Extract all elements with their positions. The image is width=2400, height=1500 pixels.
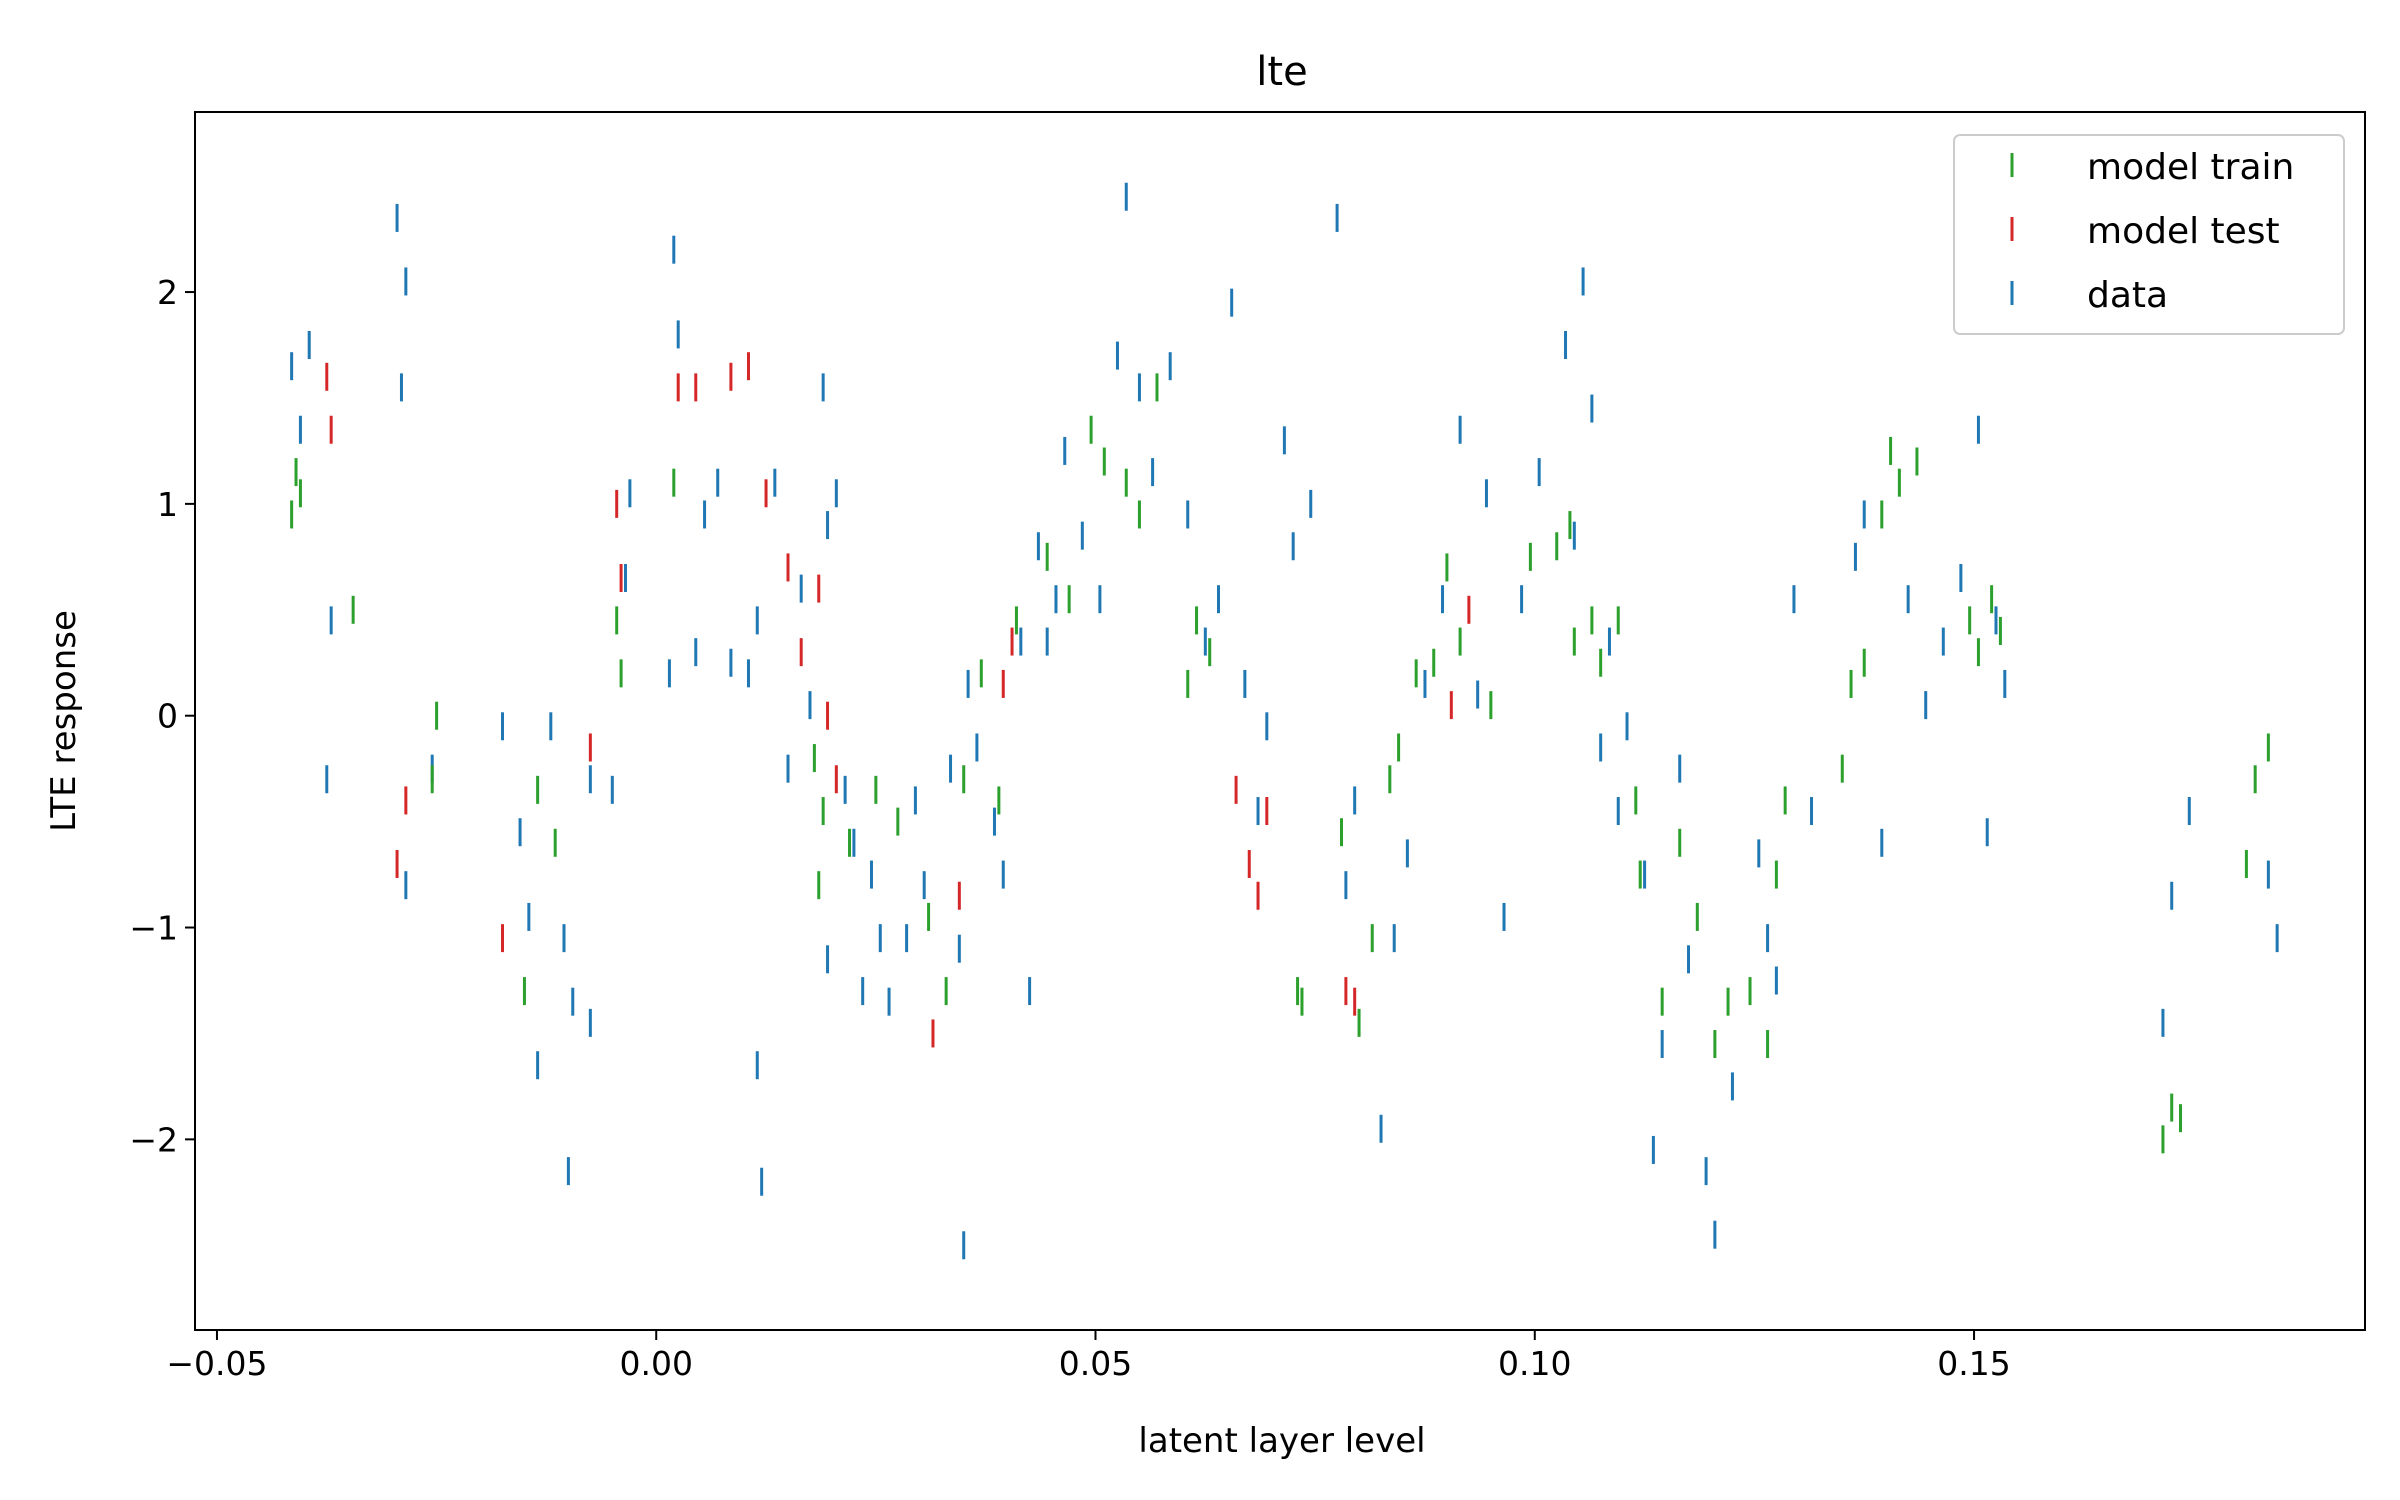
series-data: [290, 182, 2279, 1260]
chart-title: lte: [1256, 49, 1307, 95]
y-axis-label: LTE response: [44, 610, 84, 832]
legend-label-data: data: [2087, 275, 2168, 316]
x-tick-label: 0.00: [619, 1344, 692, 1383]
legend-box: [1953, 134, 2345, 335]
y-tick-label: −2: [129, 1120, 178, 1159]
x-axis-label: latent layer level: [1138, 1421, 1425, 1461]
series-model-train: [290, 373, 2270, 1154]
legend: model train model test data: [1953, 134, 2345, 335]
legend-label-model-train: model train: [2087, 147, 2294, 188]
chart-marks: [290, 182, 2279, 1260]
y-tick-label: 1: [157, 485, 178, 524]
series-model-test: [325, 352, 1471, 1048]
x-tick-label: 0.15: [1937, 1344, 2010, 1383]
y-tick-label: 0: [157, 697, 178, 736]
y-axis: −2 −1 0 1 2: [129, 273, 195, 1159]
x-tick-label: −0.05: [166, 1344, 267, 1383]
y-tick-label: −1: [129, 909, 178, 948]
plot-frame: [194, 111, 2366, 1331]
legend-label-model-test: model test: [2087, 211, 2280, 252]
x-axis: −0.05 0.00 0.05 0.10 0.15: [166, 1330, 2011, 1383]
x-tick-label: 0.10: [1498, 1344, 1571, 1383]
x-tick-label: 0.05: [1059, 1344, 1132, 1383]
y-tick-label: 2: [157, 273, 178, 312]
